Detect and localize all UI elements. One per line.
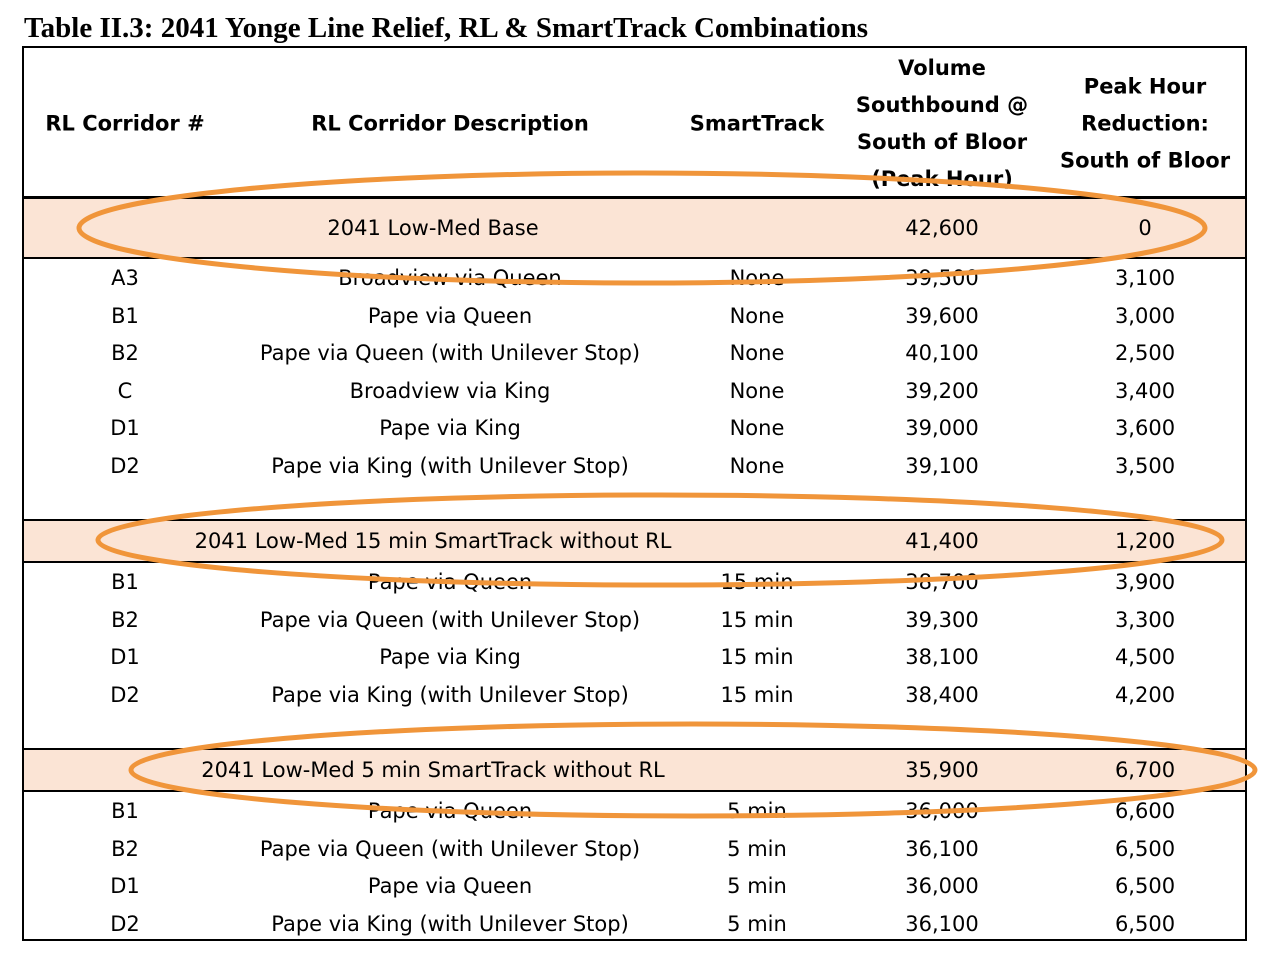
summary-label: 2041 Low-Med 5 min SmartTrack without RL bbox=[201, 758, 665, 782]
table-cell: 15 min bbox=[720, 645, 794, 670]
column-header: SmartTrack bbox=[689, 111, 825, 136]
table-cell: 5 min bbox=[727, 911, 787, 936]
table-cell: B2 bbox=[111, 607, 139, 632]
summary-reduction: 6,700 bbox=[1114, 758, 1176, 782]
highlight-ellipse bbox=[95, 492, 1225, 588]
table-cell: B2 bbox=[111, 341, 139, 366]
table-cell: B1 bbox=[111, 570, 139, 594]
table-cell: D2 bbox=[110, 911, 140, 936]
table-cell: D1 bbox=[110, 416, 140, 441]
table-cell: 3,400 bbox=[1114, 378, 1176, 403]
table-cell: 4,500 bbox=[1114, 645, 1176, 670]
table-cell: C bbox=[117, 378, 133, 403]
summary-volume: 35,900 bbox=[905, 758, 979, 782]
table-cell: B2 bbox=[111, 836, 139, 861]
table-cell: Pape via King (with Unilever Stop) bbox=[271, 682, 629, 707]
table-cell: 3,500 bbox=[1114, 454, 1176, 478]
highlight-ellipse bbox=[76, 170, 1208, 286]
table-cell: None bbox=[729, 266, 785, 290]
table-cell: 39,600 bbox=[905, 303, 979, 328]
summary-row bbox=[24, 748, 1245, 792]
table-cell: 40,100 bbox=[905, 341, 979, 366]
table-cell: 2,500 bbox=[1114, 341, 1176, 366]
table-cell: 36,000 bbox=[905, 874, 979, 899]
table-cell: B1 bbox=[111, 799, 139, 823]
table-cell: Pape via King bbox=[379, 645, 521, 670]
table-cell: Pape via Queen (with Unilever Stop) bbox=[259, 607, 641, 632]
summary-volume: 41,400 bbox=[905, 529, 979, 553]
summary-volume: 42,600 bbox=[905, 216, 979, 240]
table-cell: 15 min bbox=[720, 607, 794, 632]
table-cell: 39,300 bbox=[905, 607, 979, 632]
table-cell: Pape via Queen (with Unilever Stop) bbox=[259, 836, 641, 861]
table-cell: 6,600 bbox=[1114, 799, 1176, 823]
summary-label: 2041 Low-Med Base bbox=[327, 216, 539, 240]
table-title: Table II.3: 2041 Yonge Line Relief, RL &… bbox=[24, 12, 868, 44]
summary-row bbox=[24, 519, 1245, 563]
table-cell: Pape via King bbox=[379, 416, 521, 441]
table-cell: D1 bbox=[110, 874, 140, 899]
table-cell: 36,100 bbox=[905, 911, 979, 936]
table-cell: 39,000 bbox=[905, 416, 979, 441]
table-cell: Broadview via King bbox=[349, 378, 551, 403]
highlight-ellipse bbox=[128, 721, 1258, 819]
table-cell: 3,300 bbox=[1114, 607, 1176, 632]
table-cell: Pape via Queen (with Unilever Stop) bbox=[259, 341, 641, 366]
column-header: RL Corridor # bbox=[45, 111, 205, 136]
table-cell: None bbox=[729, 303, 785, 328]
table-cell: 39,200 bbox=[905, 378, 979, 403]
table-cell: None bbox=[729, 454, 785, 478]
table-cell: 39,100 bbox=[905, 454, 979, 478]
table-cell: 4,200 bbox=[1114, 682, 1176, 707]
table-cell: Pape via Queen bbox=[367, 874, 533, 899]
table-cell: 38,100 bbox=[905, 645, 979, 670]
table-cell: 3,000 bbox=[1114, 303, 1176, 328]
table-cell: 3,900 bbox=[1114, 570, 1176, 594]
column-header: RL Corridor Description bbox=[311, 111, 589, 136]
column-header: Peak Hour Reduction: South of Bloor bbox=[1059, 74, 1231, 173]
table-cell: D2 bbox=[110, 682, 140, 707]
table-cell: Pape via King (with Unilever Stop) bbox=[271, 911, 629, 936]
table-cell: 6,500 bbox=[1114, 911, 1176, 936]
summary-label: 2041 Low-Med 15 min SmartTrack without R… bbox=[194, 529, 672, 553]
summary-row bbox=[24, 197, 1245, 259]
table-cell: 38,400 bbox=[905, 682, 979, 707]
summary-reduction: 0 bbox=[1138, 216, 1152, 240]
table-cell: 36,100 bbox=[905, 836, 979, 861]
table-cell: 3,600 bbox=[1114, 416, 1176, 441]
table-cell: None bbox=[729, 378, 785, 403]
table-cell: 5 min bbox=[727, 836, 787, 861]
table-cell: 5 min bbox=[727, 874, 787, 899]
table-cell: B1 bbox=[111, 303, 139, 328]
table-cell: None bbox=[729, 341, 785, 366]
table-cell: A3 bbox=[111, 266, 139, 290]
table-cell: None bbox=[729, 416, 785, 441]
table-cell: 5 min bbox=[727, 799, 787, 823]
table-cell: 15 min bbox=[720, 682, 794, 707]
table-cell: 6,500 bbox=[1114, 836, 1176, 861]
table-cell: 3,100 bbox=[1114, 266, 1176, 290]
table-cell: D2 bbox=[110, 454, 140, 478]
summary-reduction: 1,200 bbox=[1114, 529, 1176, 553]
table-cell: Pape via Queen bbox=[367, 303, 533, 328]
table-cell: D1 bbox=[110, 645, 140, 670]
table-cell: 6,500 bbox=[1114, 874, 1176, 899]
table-cell: Pape via King (with Unilever Stop) bbox=[271, 454, 629, 478]
